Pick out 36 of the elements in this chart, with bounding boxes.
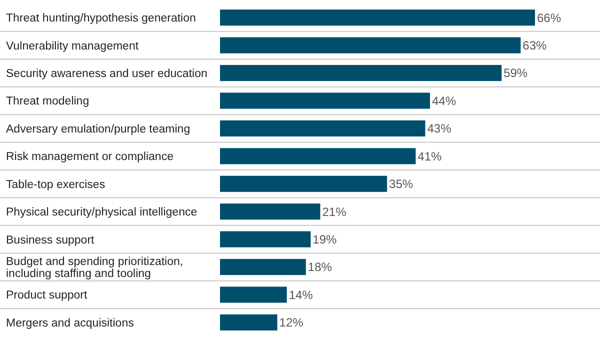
y-tick-label: Threat hunting/hypothesis generation bbox=[6, 12, 196, 25]
data-label: 41% bbox=[418, 149, 442, 164]
y-tick-label: Business support bbox=[6, 234, 96, 246]
data-label: 35% bbox=[389, 177, 414, 192]
data-label: 19% bbox=[312, 232, 338, 246]
bar bbox=[220, 314, 278, 330]
y-tick-label: Table-top exercises bbox=[6, 178, 106, 191]
y-tick-label: Security awareness and user education bbox=[6, 68, 208, 80]
bar bbox=[220, 176, 388, 192]
y-tick-label: Vulnerability management bbox=[6, 40, 140, 52]
y-tick-label: Physical security/physical intelligence bbox=[6, 206, 198, 219]
data-label: 14% bbox=[288, 288, 314, 302]
y-tick-label: Risk management or compliance bbox=[6, 151, 174, 164]
y-tick-label: Adversary emulation/purple teaming bbox=[6, 123, 190, 136]
y-tick-label: Budget and spending prioritization, including staffing and tooling bbox=[6, 256, 184, 280]
data-label: 18% bbox=[308, 260, 332, 274]
y-tick-label: Threat modeling bbox=[6, 96, 90, 108]
bar bbox=[220, 64, 502, 82]
data-label: 12% bbox=[279, 316, 304, 330]
data-label: 44% bbox=[432, 94, 456, 108]
data-label: 63% bbox=[522, 38, 548, 52]
y-tick-label: Product support bbox=[6, 290, 88, 302]
bar bbox=[220, 286, 287, 303]
data-label: 66% bbox=[537, 10, 562, 25]
bar bbox=[220, 204, 320, 220]
data-label: 59% bbox=[504, 66, 528, 80]
data-label: 21% bbox=[322, 204, 347, 219]
y-tick-label: Mergers and acquisitions bbox=[6, 317, 134, 330]
data-label: 43% bbox=[427, 122, 452, 136]
bar bbox=[220, 10, 535, 26]
bar bbox=[220, 231, 311, 248]
bar bbox=[220, 258, 306, 276]
bar bbox=[220, 120, 426, 136]
bar bbox=[220, 37, 521, 54]
bar bbox=[220, 148, 416, 164]
bar bbox=[220, 92, 430, 109]
